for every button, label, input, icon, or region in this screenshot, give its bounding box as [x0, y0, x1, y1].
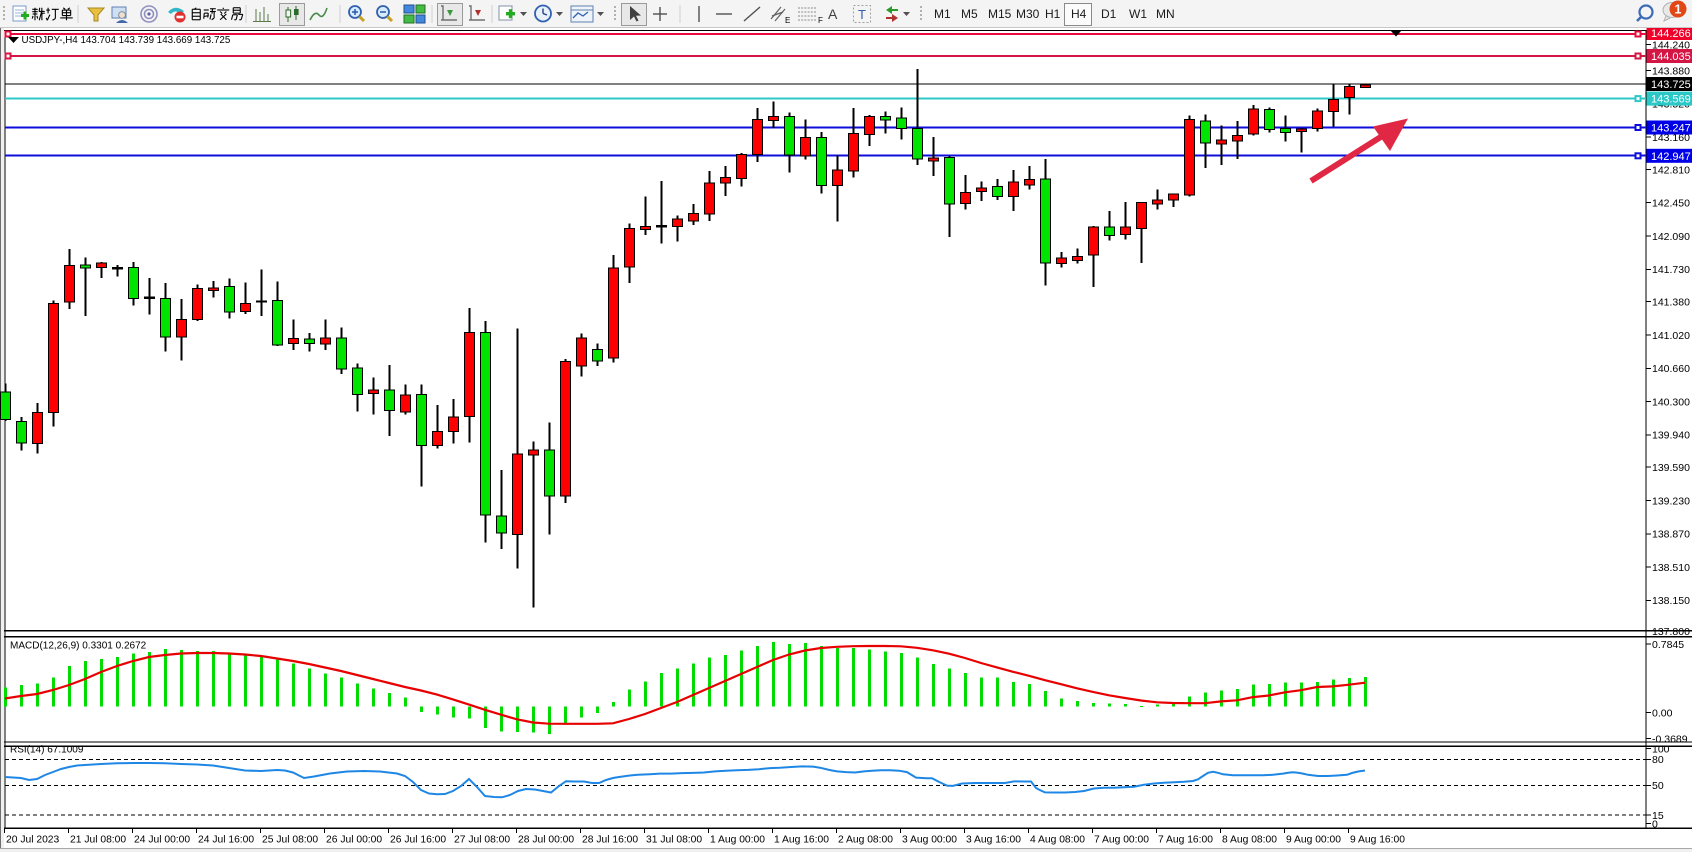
svg-text:E: E [785, 16, 790, 25]
svg-text:15: 15 [1652, 810, 1664, 822]
svg-text:D1: D1 [1101, 7, 1117, 21]
svg-text:24 Jul 16:00: 24 Jul 16:00 [198, 835, 254, 846]
svg-text:143.569: 143.569 [1651, 94, 1691, 106]
svg-text:141.730: 141.730 [1652, 264, 1690, 276]
svg-text:MN: MN [1156, 7, 1175, 21]
svg-text:141.020: 141.020 [1652, 330, 1690, 342]
svg-text:0: 0 [1652, 818, 1658, 830]
svg-text:143.880: 143.880 [1652, 66, 1690, 78]
svg-text:H4: H4 [1071, 7, 1087, 21]
svg-text:142.810: 142.810 [1652, 164, 1690, 176]
svg-text:M15: M15 [988, 7, 1012, 21]
svg-text:3 Aug 00:00: 3 Aug 00:00 [902, 835, 957, 846]
svg-text:7 Aug 16:00: 7 Aug 16:00 [1158, 835, 1213, 846]
svg-text:138.150: 138.150 [1652, 595, 1690, 607]
svg-text:A: A [828, 6, 838, 22]
svg-text:RSI(14) 67.1009: RSI(14) 67.1009 [10, 745, 84, 756]
svg-text:143.160: 143.160 [1652, 132, 1690, 144]
svg-text:139.590: 139.590 [1652, 462, 1690, 474]
svg-text:1: 1 [1675, 3, 1682, 17]
svg-text:142.947: 142.947 [1651, 151, 1691, 163]
svg-text:4 Aug 08:00: 4 Aug 08:00 [1030, 835, 1085, 846]
svg-text:F: F [818, 16, 823, 25]
svg-text:26 Jul 16:00: 26 Jul 16:00 [390, 835, 446, 846]
svg-text:7 Aug 00:00: 7 Aug 00:00 [1094, 835, 1149, 846]
svg-text:8 Aug 08:00: 8 Aug 08:00 [1222, 835, 1277, 846]
svg-text:144.266: 144.266 [1651, 28, 1691, 40]
svg-text:143.247: 143.247 [1651, 123, 1691, 135]
svg-text:141.380: 141.380 [1652, 297, 1690, 309]
svg-text:T: T [858, 7, 866, 22]
svg-text:-0.3689: -0.3689 [1652, 733, 1688, 745]
svg-text:144.240: 144.240 [1652, 39, 1690, 51]
svg-text:M1: M1 [934, 7, 951, 21]
svg-text:50: 50 [1652, 780, 1664, 792]
svg-text:3 Aug 16:00: 3 Aug 16:00 [966, 835, 1021, 846]
svg-text:9 Aug 16:00: 9 Aug 16:00 [1350, 835, 1405, 846]
svg-text:142.090: 142.090 [1652, 231, 1690, 243]
svg-text:26 Jul 00:00: 26 Jul 00:00 [326, 835, 382, 846]
svg-text:21 Jul 08:00: 21 Jul 08:00 [70, 835, 126, 846]
svg-text:27 Jul 08:00: 27 Jul 08:00 [454, 835, 510, 846]
svg-text:W1: W1 [1129, 7, 1147, 21]
svg-text:142.450: 142.450 [1652, 198, 1690, 210]
svg-text:28 Jul 00:00: 28 Jul 00:00 [518, 835, 574, 846]
svg-text:M5: M5 [961, 7, 978, 21]
svg-text:H1: H1 [1045, 7, 1061, 21]
svg-text:140.300: 140.300 [1652, 396, 1690, 408]
svg-text:144.035: 144.035 [1651, 51, 1691, 63]
svg-text:138.870: 138.870 [1652, 529, 1690, 541]
svg-text:143.725: 143.725 [1651, 79, 1691, 91]
svg-text:139.940: 139.940 [1652, 430, 1690, 442]
svg-text:0.7845: 0.7845 [1652, 639, 1684, 651]
svg-text:80: 80 [1652, 754, 1664, 766]
svg-text:USDJPY-,H4 143.704 143.739 14: USDJPY-,H4 143.704 143.739 143.669 143.7… [22, 35, 231, 46]
svg-text:0.00: 0.00 [1652, 707, 1673, 719]
svg-text:1 Aug 16:00: 1 Aug 16:00 [774, 835, 829, 846]
svg-text:9 Aug 00:00: 9 Aug 00:00 [1286, 835, 1341, 846]
svg-text:28 Jul 16:00: 28 Jul 16:00 [582, 835, 638, 846]
svg-text:24 Jul 00:00: 24 Jul 00:00 [134, 835, 190, 846]
svg-text:25 Jul 08:00: 25 Jul 08:00 [262, 835, 318, 846]
svg-text:100: 100 [1652, 743, 1670, 755]
svg-text:2 Aug 08:00: 2 Aug 08:00 [838, 835, 893, 846]
svg-text:137.800: 137.800 [1652, 626, 1690, 638]
svg-text:1 Aug 00:00: 1 Aug 00:00 [710, 835, 765, 846]
svg-text:20 Jul 2023: 20 Jul 2023 [6, 835, 60, 846]
svg-text:140.660: 140.660 [1652, 363, 1690, 375]
svg-text:M30: M30 [1016, 7, 1040, 21]
svg-text:138.510: 138.510 [1652, 562, 1690, 574]
svg-text:139.230: 139.230 [1652, 495, 1690, 507]
svg-text:MACD(12,26,9) 0.3301 0.2672: MACD(12,26,9) 0.3301 0.2672 [10, 641, 147, 652]
svg-text:31 Jul 08:00: 31 Jul 08:00 [646, 835, 702, 846]
